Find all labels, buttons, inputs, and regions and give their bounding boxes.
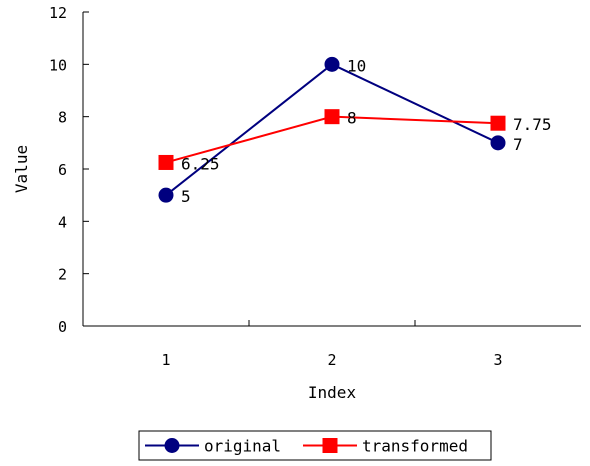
x-tick-label: 2 [327,351,336,369]
y-axis-title: Value [12,145,31,193]
transformed-data-label: 7.75 [513,115,552,134]
transformed-data-label: 6.25 [181,154,220,173]
transformed-data-label: 8 [347,109,357,128]
legend-square-marker [322,438,338,453]
legend-item-transformed: transformed [303,437,468,456]
series-original: 5 10 7 [158,56,523,206]
y-tick-label: 8 [58,109,67,127]
original-data-label: 10 [347,56,366,75]
y-tick-label: 6 [58,161,67,179]
original-point [158,187,174,203]
x-ticks: 1 2 3 [161,320,503,369]
legend: original transformed [138,430,492,461]
legend-label: transformed [362,437,468,456]
x-tick-label: 1 [161,351,170,369]
transformed-point [158,154,174,170]
legend-item-original: original [145,437,281,456]
original-data-label: 7 [513,135,523,154]
y-tick-label: 0 [58,318,67,336]
y-ticks: 0 2 4 6 8 10 12 [49,4,89,336]
y-tick-label: 10 [49,56,67,74]
transformed-point [324,109,340,125]
transformed-point [490,115,506,131]
x-axis-title: Index [308,383,357,402]
y-tick-label: 12 [49,4,67,22]
original-data-label: 5 [181,187,191,206]
y-tick-label: 4 [58,213,67,231]
x-tick-label: 3 [493,351,502,369]
y-tick-label: 2 [58,266,67,284]
series-transformed: 6.25 8 7.75 [158,109,552,173]
series-layer: 5 10 7 6.25 8 7.75 [158,56,552,206]
original-point [490,135,506,151]
legend-items: original transformed [145,437,468,456]
legend-label: original [204,437,281,456]
original-line [165,63,499,196]
legend-circle-marker [164,438,180,453]
original-point [324,56,340,72]
